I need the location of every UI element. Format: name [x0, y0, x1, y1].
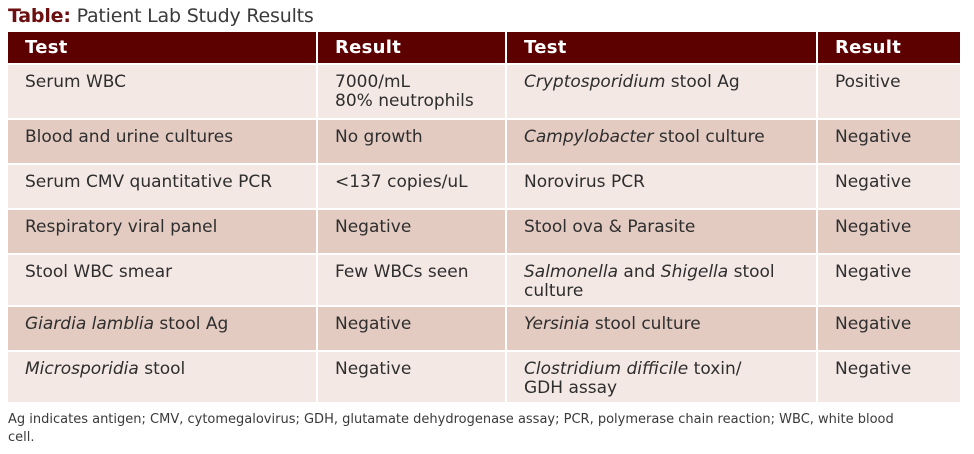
- test-cell-left: Respiratory viral panel: [8, 208, 318, 254]
- table-caption: Table: Patient Lab Study Results: [8, 4, 314, 28]
- test-cell-right: Clostridium difficile toxin/GDH assay: [506, 350, 818, 402]
- cell-text: Respiratory viral panel: [25, 217, 218, 237]
- header-test-2: Test: [506, 32, 818, 64]
- test-cell-right: Salmonella and Shigella stool culture: [506, 253, 818, 306]
- test-cell-left: Serum CMV quantitative PCR: [8, 163, 318, 209]
- result-cell-right: Negative: [817, 253, 960, 306]
- result-cell-left: <137 copies/uL: [317, 163, 507, 209]
- test-cell-left: Microsporidia stool: [8, 350, 318, 402]
- cell-text: stool culture: [589, 314, 701, 334]
- cell-text: Negative: [335, 314, 412, 334]
- cell-text: GDH assay: [524, 378, 618, 398]
- header-result-2: Result: [817, 32, 960, 64]
- cell-text: Negative: [335, 217, 412, 237]
- test-cell-left: Blood and urine cultures: [8, 118, 318, 164]
- cell-text: Serum CMV quantitative PCR: [25, 172, 273, 192]
- test-cell-left: Giardia lamblia stool Ag: [8, 305, 318, 351]
- cell-text: Norovirus PCR: [524, 172, 645, 192]
- result-cell-right: Negative: [817, 163, 960, 209]
- cell-text: Stool WBC smear: [25, 262, 173, 282]
- header-row: Test Result Test Result: [8, 32, 960, 64]
- table-row: Serum WBC 7000/mL 80% neutrophils Cryptospo…: [8, 63, 960, 119]
- cell-text: stool Ag: [154, 314, 229, 334]
- table-row: Microsporidia stool Negative Clostridium d…: [8, 350, 960, 402]
- cell-text: Shigella: [660, 262, 729, 282]
- result-cell-right: Positive: [817, 63, 960, 119]
- cell-text: Yersinia: [524, 314, 590, 334]
- cell-text: and: [618, 262, 661, 282]
- cell-text: Clostridium difficile: [524, 359, 689, 379]
- cell-text: Few WBCs seen: [335, 262, 469, 282]
- test-cell-right: Norovirus PCR: [506, 163, 818, 209]
- test-cell-right: Stool ova & Parasite: [506, 208, 818, 254]
- cell-text: stool culture: [524, 262, 775, 301]
- cell-text: Giardia lamblia: [25, 314, 154, 334]
- cell-text: 7000/mL: [335, 72, 411, 92]
- cell-text: Stool ova & Parasite: [524, 217, 696, 237]
- cell-text: 80% neutrophils: [335, 91, 474, 111]
- cell-text: stool culture: [653, 127, 765, 147]
- cell-text: stool Ag: [665, 72, 740, 92]
- header-test-1: Test: [8, 32, 318, 64]
- caption-lead: Table:: [8, 5, 71, 27]
- cell-text: Cryptosporidium: [524, 72, 666, 92]
- cell-text: toxin/: [688, 359, 742, 379]
- test-cell-right: Yersinia stool culture: [506, 305, 818, 351]
- table-row: Respiratory viral panel Negative Stool ova…: [8, 208, 960, 254]
- cell-text: Negative: [335, 359, 412, 379]
- result-cell-right: Negative: [817, 208, 960, 254]
- cell-text: Negative: [835, 359, 912, 379]
- result-cell-right: Negative: [817, 305, 960, 351]
- table-row: Stool WBC smear Few WBCs seen Salmonella a…: [8, 253, 960, 306]
- result-cell-left: Negative: [317, 208, 507, 254]
- cell-text: Positive: [835, 72, 901, 92]
- test-cell-left: Serum WBC: [8, 63, 318, 119]
- cell-text: <137 copies/uL: [335, 172, 468, 192]
- header-result-1: Result: [317, 32, 507, 64]
- cell-text: No growth: [335, 127, 423, 147]
- cell-text: Serum WBC: [25, 72, 127, 92]
- cell-text: Blood and urine cultures: [25, 127, 234, 147]
- result-cell-left: No growth: [317, 118, 507, 164]
- cell-text: Negative: [835, 172, 912, 192]
- test-cell-right: Cryptosporidium stool Ag: [506, 63, 818, 119]
- lab-results-table: Test Result Test Result Serum WBC 7000/mL…: [8, 32, 960, 402]
- cell-text: Negative: [835, 127, 912, 147]
- cell-text: Negative: [835, 314, 912, 334]
- result-cell-left: Few WBCs seen: [317, 253, 507, 306]
- result-cell-left: Negative: [317, 305, 507, 351]
- test-cell-left: Stool WBC smear: [8, 253, 318, 306]
- result-cell-left: Negative: [317, 350, 507, 402]
- cell-text: Campylobacter: [524, 127, 654, 147]
- table-footnote: Ag indicates antigen; CMV, cytomegalovir…: [8, 412, 894, 445]
- table-row: Giardia lamblia stool Ag Negative Yersinia…: [8, 305, 960, 351]
- cell-text: stool: [138, 359, 186, 379]
- result-cell-right: Negative: [817, 350, 960, 402]
- cell-text: Microsporidia: [25, 359, 139, 379]
- cell-text: Negative: [835, 217, 912, 237]
- table-row: Blood and urine cultures No growth Campylo…: [8, 118, 960, 164]
- cell-text: Salmonella: [524, 262, 618, 282]
- cell-text: Negative: [835, 262, 912, 282]
- table-row: Serum CMV quantitative PCR <137 copies/uL…: [8, 163, 960, 209]
- result-cell-left: 7000/mL 80% neutrophils: [317, 63, 507, 119]
- result-cell-right: Negative: [817, 118, 960, 164]
- caption-title: Patient Lab Study Results: [70, 5, 314, 27]
- test-cell-right: Campylobacter stool culture: [506, 118, 818, 164]
